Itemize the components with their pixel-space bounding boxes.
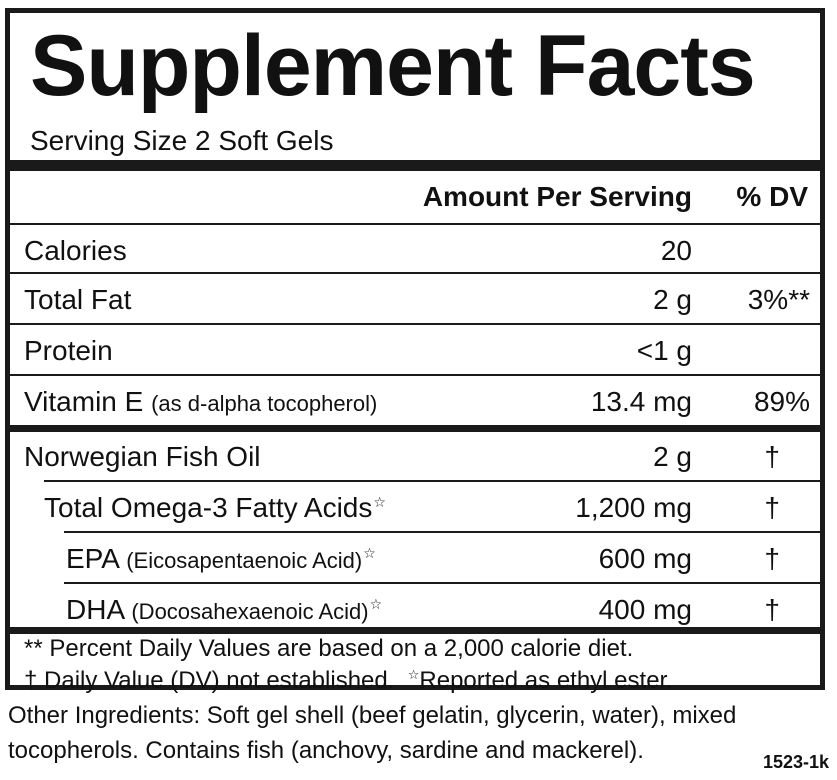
- nutrient-name: Total Omega-3 Fatty Acids☆: [44, 492, 386, 524]
- nutrient-amount: 20: [660, 235, 692, 266]
- nutrient-name: Protein: [24, 335, 113, 366]
- thick-divider: [10, 425, 820, 432]
- nutrient-name: Vitamin E (as d-alpha tocopherol): [24, 386, 377, 418]
- nutrient-dv: 89%: [753, 386, 810, 417]
- nutrient-amount: 1,200 mg: [575, 492, 692, 523]
- divider: [10, 323, 820, 325]
- nutrient-name: DHA (Docosahexaenoic Acid)☆: [66, 594, 382, 626]
- footnote-dv-text: † Daily Value (DV) not established.: [24, 667, 395, 694]
- divider: [10, 374, 820, 376]
- supplement-facts-panel: Supplement Facts Serving Size 2 Soft Gel…: [5, 8, 825, 694]
- thick-divider: [10, 160, 820, 171]
- nutrient-amount: 2 g: [653, 441, 692, 472]
- nutrient-dv: 3%**: [747, 284, 810, 315]
- nutrient-name-main: Vitamin E: [24, 386, 152, 417]
- nutrient-row-epa: EPA (Eicosapentaenoic Acid)☆ 600 mg †: [10, 533, 820, 583]
- nutrient-row-dha: DHA (Docosahexaenoic Acid)☆ 400 mg †: [10, 584, 820, 634]
- serving-size: Serving Size 2 Soft Gels: [30, 125, 334, 156]
- nutrient-name: Total Fat: [24, 284, 132, 315]
- nutrient-dv: †: [764, 543, 780, 574]
- nutrient-amount: 400 mg: [598, 594, 692, 625]
- nutrient-dv: †: [764, 594, 780, 625]
- nutrient-amount: 2 g: [653, 284, 692, 315]
- footnote-ethyl-ester: Reported as ethyl ester.: [419, 667, 673, 694]
- nutrient-name-main: EPA: [66, 543, 127, 574]
- nutrient-name-main: Total Omega-3 Fatty Acids: [44, 492, 373, 523]
- divider: [64, 531, 820, 533]
- thick-divider: [10, 627, 820, 634]
- nutrient-row-protein: Protein <1 g: [10, 325, 820, 375]
- nutrient-name: Norwegian Fish Oil: [24, 441, 261, 472]
- divider: [10, 272, 820, 274]
- amount-header: Amount Per Serving: [422, 181, 692, 212]
- nutrient-name-detail: (Eicosapentaenoic Acid): [126, 548, 363, 573]
- nutrient-amount: 600 mg: [598, 543, 692, 574]
- other-ingredients: Other Ingredients: Soft gel shell (beef …: [8, 702, 737, 764]
- product-code: 1523-1k: [762, 752, 829, 772]
- panel-title: Supplement Facts: [30, 18, 756, 114]
- divider: [64, 582, 820, 584]
- nutrient-row-vitamin-e: Vitamin E (as d-alpha tocopherol) 13.4 m…: [10, 376, 820, 426]
- nutrient-dv: †: [764, 492, 780, 523]
- nutrient-name-detail: (Docosahexaenoic Acid): [131, 599, 369, 624]
- ethyl-ester-star-icon: ☆: [373, 494, 386, 510]
- nutrient-dv: †: [764, 441, 780, 472]
- nutrient-amount: 13.4 mg: [590, 386, 692, 417]
- nutrient-row-calories: Calories 20: [10, 225, 820, 275]
- nutrient-name-main: DHA: [66, 594, 132, 625]
- nutrient-name: Calories: [24, 235, 127, 266]
- ethyl-ester-star-icon: ☆: [369, 596, 383, 612]
- nutrient-row-total-fat: Total Fat 2 g 3%**: [10, 274, 820, 324]
- footnote-dv-not-established: † Daily Value (DV) not established. ☆Rep…: [24, 667, 673, 695]
- divider: [44, 480, 820, 482]
- nutrient-row-fish-oil: Norwegian Fish Oil 2 g †: [10, 431, 820, 481]
- nutrient-amount: <1 g: [636, 335, 692, 366]
- divider: [10, 223, 820, 225]
- ethyl-ester-star-icon: ☆: [407, 667, 420, 682]
- ethyl-ester-star-icon: ☆: [363, 545, 376, 561]
- nutrient-name: EPA (Eicosapentaenoic Acid)☆: [66, 543, 376, 575]
- nutrient-name-detail: (as d-alpha tocopherol): [151, 391, 378, 416]
- dv-header: % DV: [736, 181, 808, 212]
- footnote-daily-values: ** Percent Daily Values are based on a 2…: [24, 635, 634, 662]
- nutrient-row-omega-3: Total Omega-3 Fatty Acids☆ 1,200 mg †: [10, 482, 820, 532]
